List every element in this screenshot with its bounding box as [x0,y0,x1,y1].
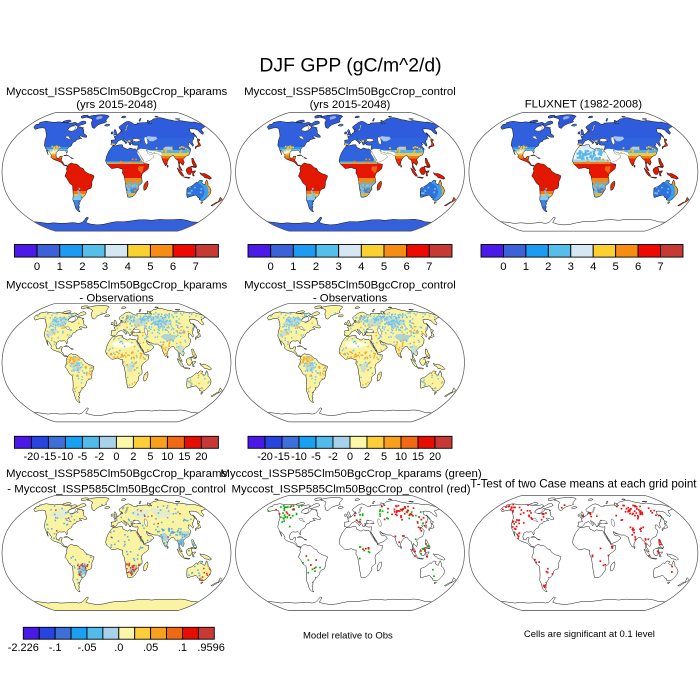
svg-text:4: 4 [590,261,596,273]
svg-text:DJF GPP (gC/m^2/d): DJF GPP (gC/m^2/d) [259,55,441,77]
svg-text:-2.226: -2.226 [8,642,39,654]
svg-text:Myccost_ISSP585Clm50BgcCrop_kp: Myccost_ISSP585Clm50BgcCrop_kparams [6,468,227,480]
svg-text:2: 2 [364,451,370,463]
svg-text:0: 0 [113,451,119,463]
svg-text:1: 1 [57,261,63,273]
svg-text:-10: -10 [58,451,74,463]
svg-text:3: 3 [336,261,342,273]
svg-text:2: 2 [79,261,85,273]
svg-text:15: 15 [178,451,190,463]
svg-text:1: 1 [290,261,296,273]
svg-text:(yrs 2015-2048): (yrs 2015-2048) [76,99,157,111]
svg-text:10: 10 [161,451,173,463]
svg-text:Cells are significant at 0.1 l: Cells are significant at 0.1 level [524,629,655,640]
svg-text:0: 0 [268,261,274,273]
svg-text:-.05: -.05 [77,642,96,654]
svg-text:- Observations: - Observations [79,293,154,305]
svg-text:15: 15 [412,451,424,463]
svg-text:- Myccost_ISSP585Clm50BgcCrop_: - Myccost_ISSP585Clm50BgcCrop_control [7,483,226,495]
svg-text:0: 0 [34,261,40,273]
svg-text:FLUXNET (1982-2008): FLUXNET (1982-2008) [525,98,643,110]
svg-text:Model relative to Obs: Model relative to Obs [303,631,393,642]
svg-text:10: 10 [395,451,407,463]
svg-text:2: 2 [130,451,136,463]
svg-text:5: 5 [147,261,153,273]
svg-text:Myccost_ISSP585Clm50BgcCrop_co: Myccost_ISSP585Clm50BgcCrop_control [244,280,456,292]
svg-text:7: 7 [193,261,199,273]
svg-text:20: 20 [195,451,207,463]
svg-text:Myccost_ISSP585Clm50BgcCrop_co: Myccost_ISSP585Clm50BgcCrop_control [244,86,456,98]
svg-text:.0: .0 [114,642,123,654]
svg-text:.9596: .9596 [197,642,225,654]
svg-text:-20: -20 [257,451,273,463]
svg-text:-10: -10 [291,451,307,463]
svg-text:2: 2 [545,261,551,273]
svg-text:6: 6 [404,261,410,273]
svg-text:7: 7 [657,261,663,273]
svg-text:-2: -2 [95,451,105,463]
svg-text:5: 5 [381,451,387,463]
svg-text:2: 2 [313,261,319,273]
svg-text:-5: -5 [311,451,321,463]
svg-text:20: 20 [429,451,441,463]
svg-text:4: 4 [358,261,364,273]
svg-text:-2: -2 [328,451,338,463]
svg-text:5: 5 [381,261,387,273]
svg-text:5: 5 [147,451,153,463]
svg-text:Myccost_ISSP585Clm50BgcCrop_kp: Myccost_ISSP585Clm50BgcCrop_kparams [6,86,227,98]
svg-text:T-Test of two Case means at ea: T-Test of two Case means at each grid po… [470,477,697,490]
svg-text:- Observations: - Observations [313,293,388,305]
svg-text:6: 6 [170,261,176,273]
svg-text:3: 3 [568,261,574,273]
svg-text:-5: -5 [78,451,88,463]
svg-text:(yrs 2015-2048): (yrs 2015-2048) [310,99,391,111]
svg-text:Myccost_ISSP585Clm50BgcCrop_co: Myccost_ISSP585Clm50BgcCrop_control (red… [231,483,470,495]
svg-text:6: 6 [635,261,641,273]
svg-text:3: 3 [102,261,108,273]
svg-text:-20: -20 [24,451,40,463]
svg-text:1: 1 [523,261,529,273]
svg-text:-.1: -.1 [49,642,62,654]
svg-text:.05: .05 [143,642,158,654]
svg-text:-15: -15 [41,451,57,463]
svg-text:Myccost_ISSP585Clm50BgcCrop_kp: Myccost_ISSP585Clm50BgcCrop_kparams [6,280,227,292]
svg-text:0: 0 [347,451,353,463]
svg-text:.1: .1 [178,642,187,654]
svg-text:7: 7 [426,261,432,273]
svg-text:4: 4 [125,261,131,273]
svg-text:5: 5 [613,261,619,273]
svg-text:Myccost_ISSP585Clm50BgcCrop_kp: Myccost_ISSP585Clm50BgcCrop_kparams (gre… [220,468,481,480]
svg-text:0: 0 [500,261,506,273]
svg-text:-15: -15 [274,451,290,463]
